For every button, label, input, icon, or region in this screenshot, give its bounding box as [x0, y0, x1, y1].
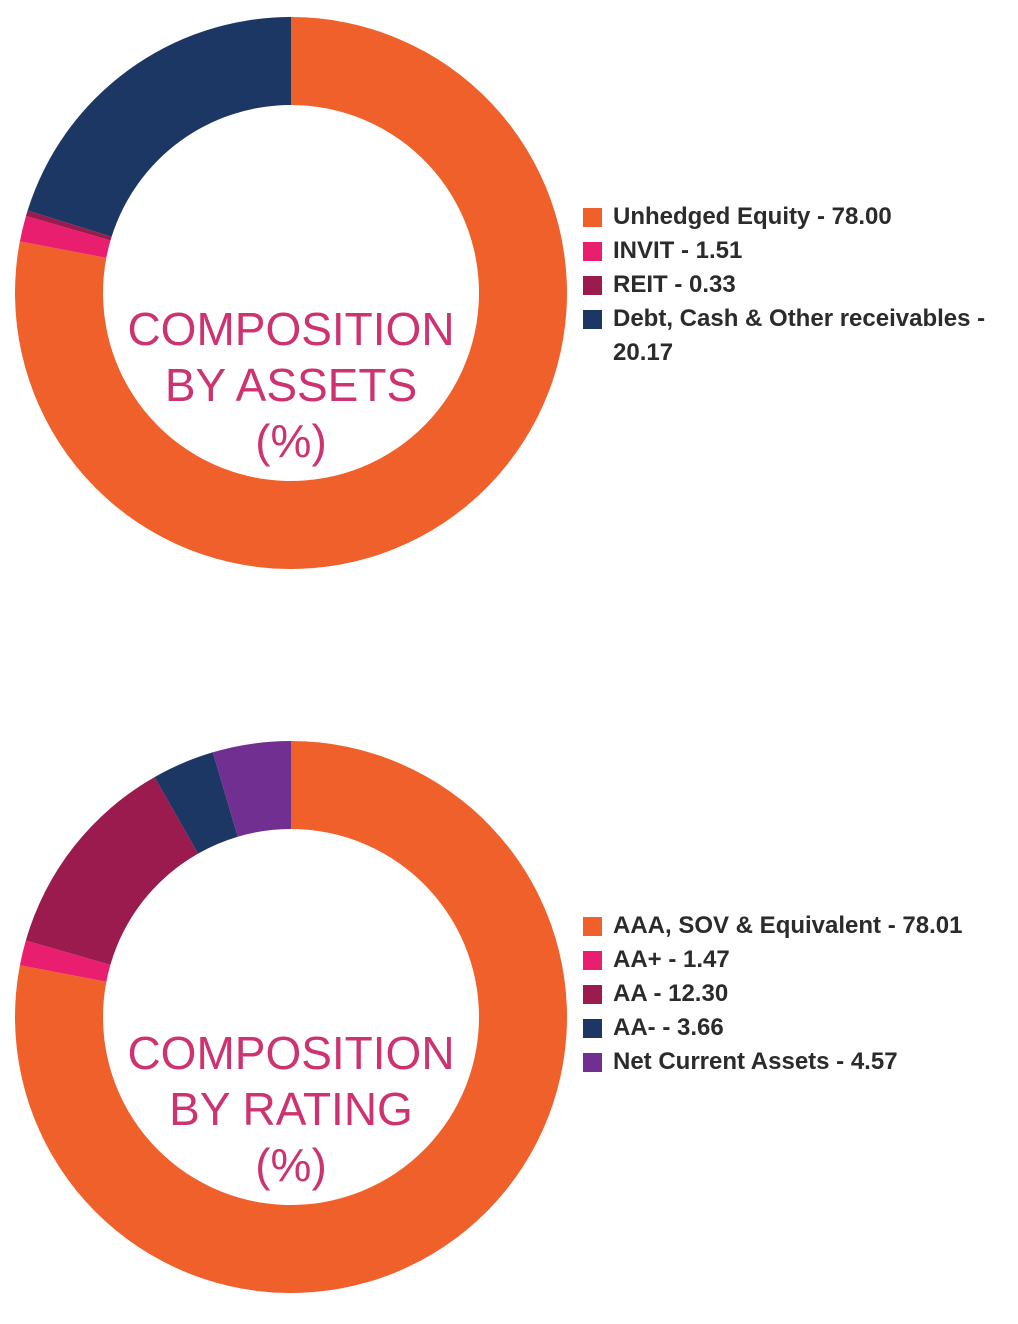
- rating-donut: [15, 741, 568, 1293]
- donut-slice-aa: [154, 752, 238, 854]
- composition-by-assets-chart: COMPOSITION BY ASSETS (%) Unhedged Equit…: [0, 15, 1018, 595]
- legend-label: AA+ - 1.47: [613, 946, 730, 973]
- rating-legend: AAA, SOV & Equivalent - 78.01 AA+ - 1.47…: [583, 909, 1013, 1079]
- legend-label: AA - 12.30: [613, 980, 729, 1007]
- assets-center-line-2: BY ASSETS: [164, 359, 418, 411]
- donut-slice-aa: [19, 940, 111, 982]
- legend-item: AAA, SOV & Equivalent - 78.01: [583, 909, 1013, 943]
- legend-item: INVIT - 1.51: [583, 234, 1013, 268]
- rating-center-line-2: BY RATING: [169, 1083, 413, 1135]
- assets-center-line-1: COMPOSITION: [127, 303, 455, 355]
- legend-label: Unhedged Equity - 78.00: [613, 203, 892, 230]
- assets-legend: Unhedged Equity - 78.00 INVIT - 1.51 REI…: [583, 200, 1013, 370]
- donut-slice-aaa-sov-equivalent: [15, 741, 568, 1293]
- donut-slice-unhedged-equity: [14, 17, 567, 569]
- assets-center-line-3: (%): [255, 415, 327, 467]
- legend-swatch: [583, 276, 602, 295]
- donut-slice-aa: [25, 777, 199, 965]
- legend-label: Net Current Assets - 4.57: [613, 1048, 898, 1075]
- legend-swatch: [583, 1019, 602, 1038]
- legend-item: AA - 12.30: [583, 977, 1013, 1011]
- donut-slice-reit: [25, 210, 112, 241]
- assets-center-title: COMPOSITION BY ASSETS (%): [111, 301, 471, 469]
- assets-donut: [14, 17, 567, 569]
- legend-item: AA+ - 1.47: [583, 943, 1013, 977]
- legend-item: Unhedged Equity - 78.00: [583, 200, 1013, 234]
- rating-center-title: COMPOSITION BY RATING (%): [111, 1025, 471, 1193]
- legend-label: AA- - 3.66: [613, 1014, 724, 1041]
- legend-label: Debt, Cash & Other receivables - 20.17: [613, 305, 986, 366]
- donut-slice-debt-cash-other-receivables: [27, 17, 292, 237]
- legend-label: AAA, SOV & Equivalent - 78.01: [613, 912, 963, 939]
- legend-swatch: [583, 310, 602, 329]
- legend-item: Net Current Assets - 4.57: [583, 1045, 1013, 1079]
- legend-label: INVIT - 1.51: [613, 237, 743, 264]
- legend-swatch: [583, 917, 602, 936]
- composition-by-rating-chart: COMPOSITION BY RATING (%) AAA, SOV & Equ…: [0, 739, 1018, 1319]
- donut-slice-invit: [19, 215, 111, 258]
- legend-swatch: [583, 242, 602, 261]
- legend-swatch: [583, 951, 602, 970]
- legend-swatch: [583, 985, 602, 1004]
- legend-swatch: [583, 208, 602, 227]
- legend-label: REIT - 0.33: [613, 271, 736, 298]
- legend-item: Debt, Cash & Other receivables - 20.17: [583, 302, 1013, 370]
- rating-center-line-3: (%): [255, 1139, 327, 1191]
- legend-swatch: [583, 1053, 602, 1072]
- legend-item: AA- - 3.66: [583, 1011, 1013, 1045]
- rating-center-line-1: COMPOSITION: [127, 1027, 455, 1079]
- legend-item: REIT - 0.33: [583, 268, 1013, 302]
- donut-slice-net-current-assets: [212, 741, 291, 837]
